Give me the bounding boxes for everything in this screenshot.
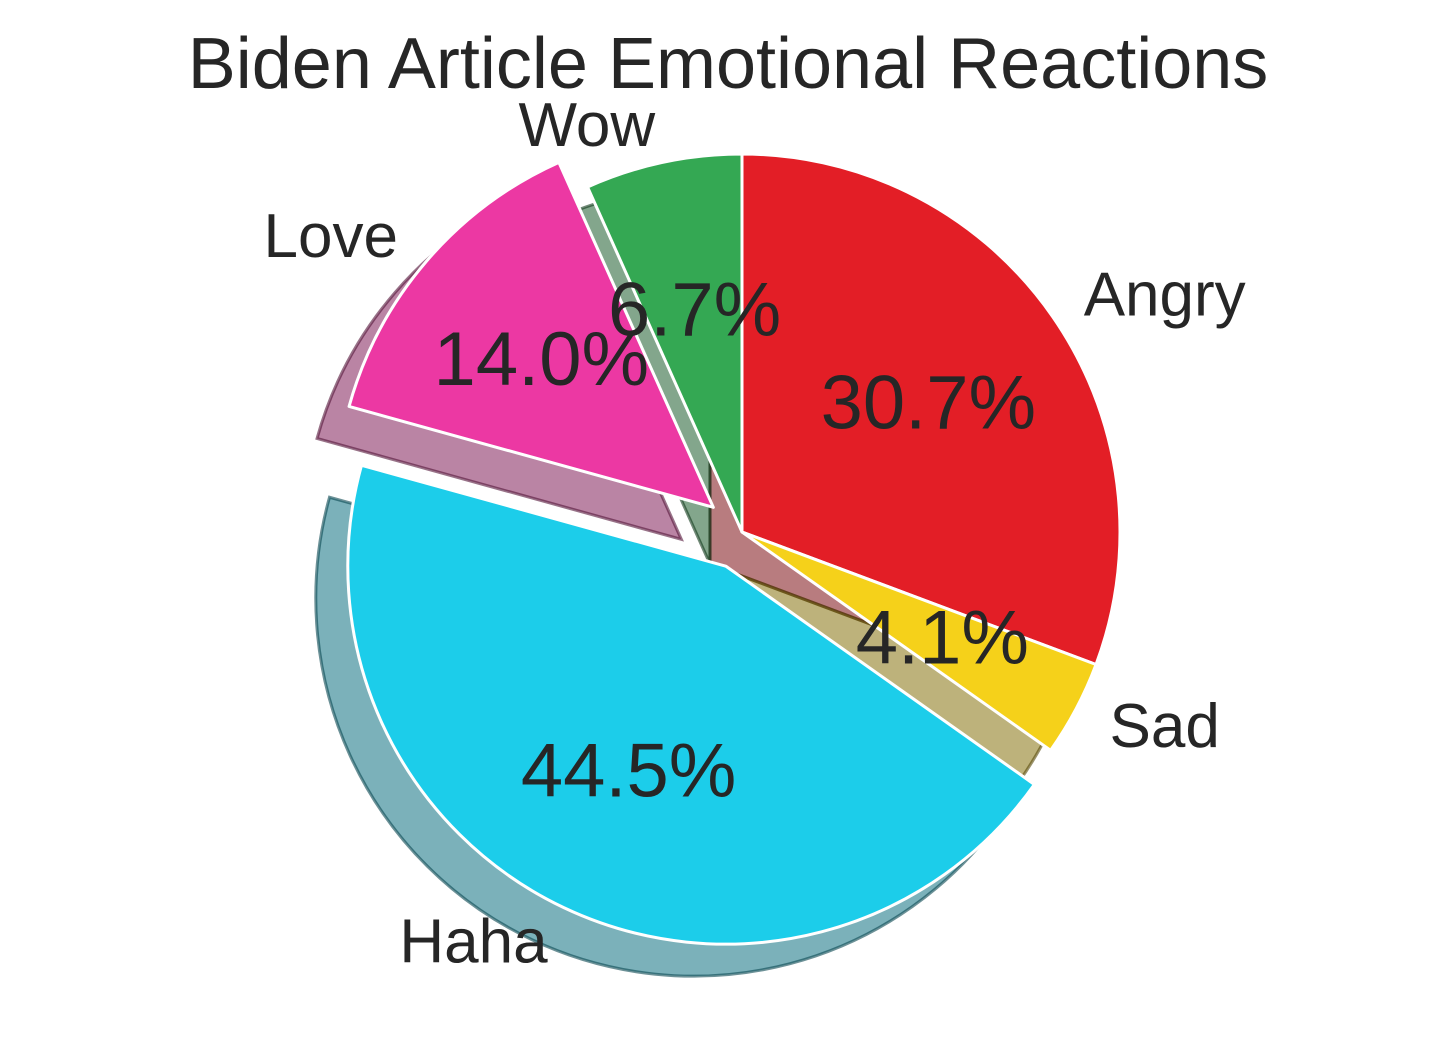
slice-label-wow: Wow [518, 91, 655, 160]
slice-percent-wow: 6.7% [608, 268, 781, 353]
slice-label-angry: Angry [1084, 261, 1246, 330]
slice-sad [740, 530, 1098, 752]
chart-title: Biden Article Emotional Reactions [188, 24, 1269, 104]
slice-percent-haha: 44.5% [521, 729, 737, 814]
slice-love [347, 160, 715, 509]
slice-angry [740, 152, 1122, 666]
slice-percent-angry: 30.7% [821, 360, 1037, 445]
slice-wow [586, 152, 744, 534]
slice-percent-sad: 4.1% [856, 596, 1029, 681]
pie-slices [346, 152, 1122, 946]
slice-label-love: Love [264, 202, 398, 271]
slice-label-sad: Sad [1110, 692, 1220, 761]
slice-haha [346, 463, 1036, 946]
slice-label-haha: Haha [399, 907, 548, 976]
slice-percent-love: 14.0% [434, 317, 650, 402]
pie-labels: Angry 30.7% Sad 4.1% Haha 44.5% Love 14.0% Wow 6.… [264, 91, 1246, 976]
